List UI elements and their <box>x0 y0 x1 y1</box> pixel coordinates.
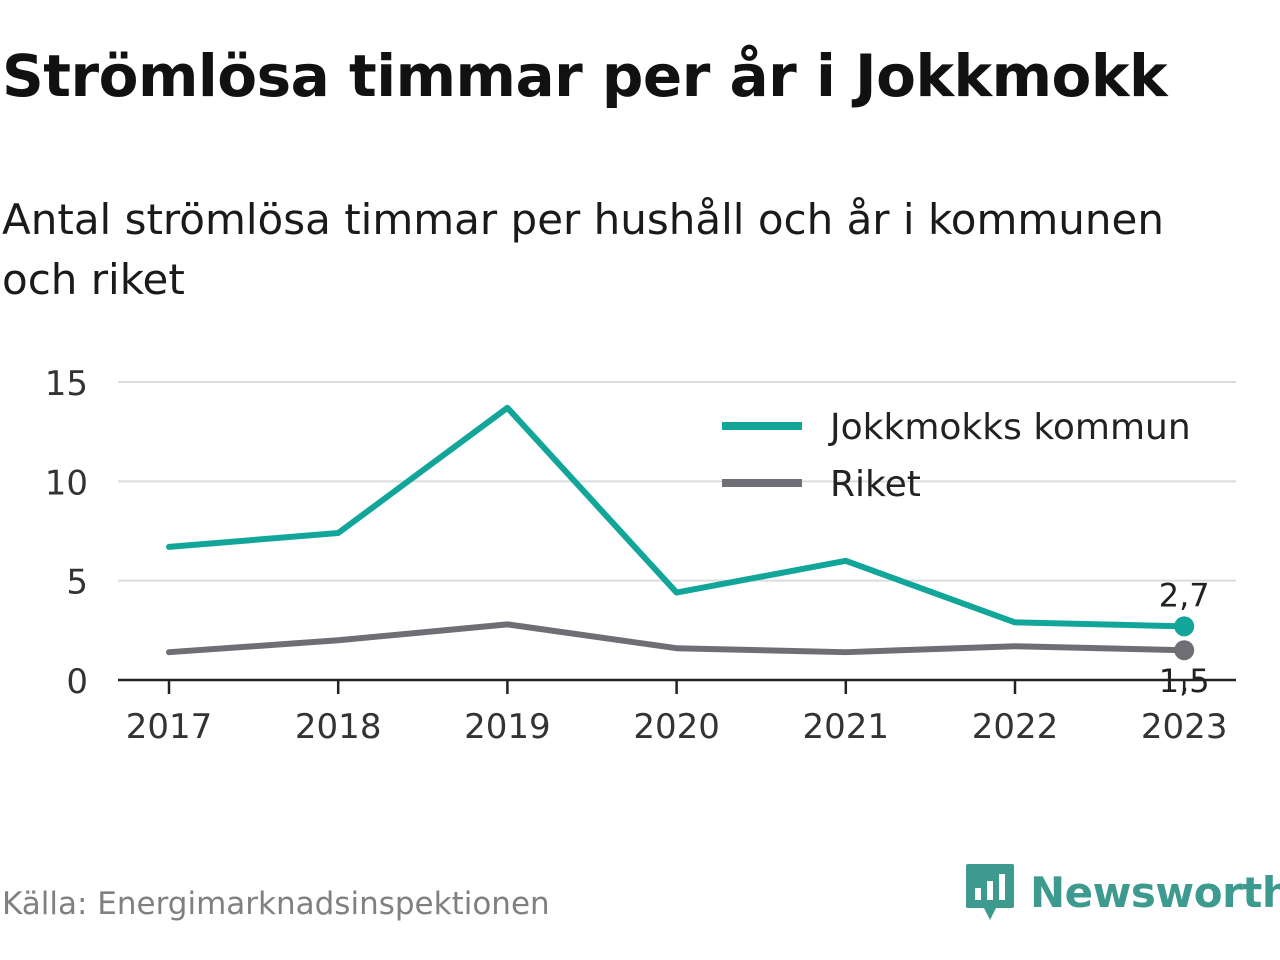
legend-label: Riket <box>830 464 921 505</box>
source-note: Källa: Energimarknadsinspektionen <box>2 886 550 922</box>
data-labels: 2,7 1,5 <box>1159 576 1210 700</box>
gridlines <box>118 381 1236 582</box>
y-tick-label: 0 <box>66 662 88 702</box>
chart-title: Strömlösa timmar per år i Jokkmokk <box>2 42 1168 110</box>
x-tick-label: 2017 <box>126 707 213 747</box>
series-line-jokkmokk <box>166 404 1188 630</box>
x-tick-label: 2023 <box>1141 707 1228 747</box>
x-tick-label: 2019 <box>464 707 551 747</box>
brand-name: Newsworthy <box>1030 867 1280 917</box>
legend: Jokkmokks kommun Riket <box>722 407 1191 505</box>
y-tick-label: 10 <box>45 463 88 503</box>
series-lines <box>166 404 1195 661</box>
x-tick-label: 2020 <box>633 707 720 747</box>
x-tick-label: 2018 <box>295 707 382 747</box>
x-tick-label: 2021 <box>803 707 890 747</box>
y-tick-label: 15 <box>45 364 88 404</box>
series-line-riket <box>166 621 1188 656</box>
brand: Newsworthy <box>964 862 1280 922</box>
x-tick-label: 2022 <box>972 707 1059 747</box>
newsworthy-logo-icon <box>966 864 1014 920</box>
series-end-point <box>1174 616 1195 637</box>
chart-subtitle: Antal strömlösa timmar per hushåll och å… <box>2 195 1164 304</box>
series-end-point <box>1174 640 1195 661</box>
y-tick-label: 5 <box>66 563 88 603</box>
axes: 0 5 10 15 2017 2018 2019 2020 2021 2022 2023 <box>45 364 1236 747</box>
end-value-label: 2,7 <box>1159 576 1210 614</box>
end-value-label: 1,5 <box>1159 662 1210 700</box>
legend-label: Jokkmokks kommun <box>828 407 1191 448</box>
